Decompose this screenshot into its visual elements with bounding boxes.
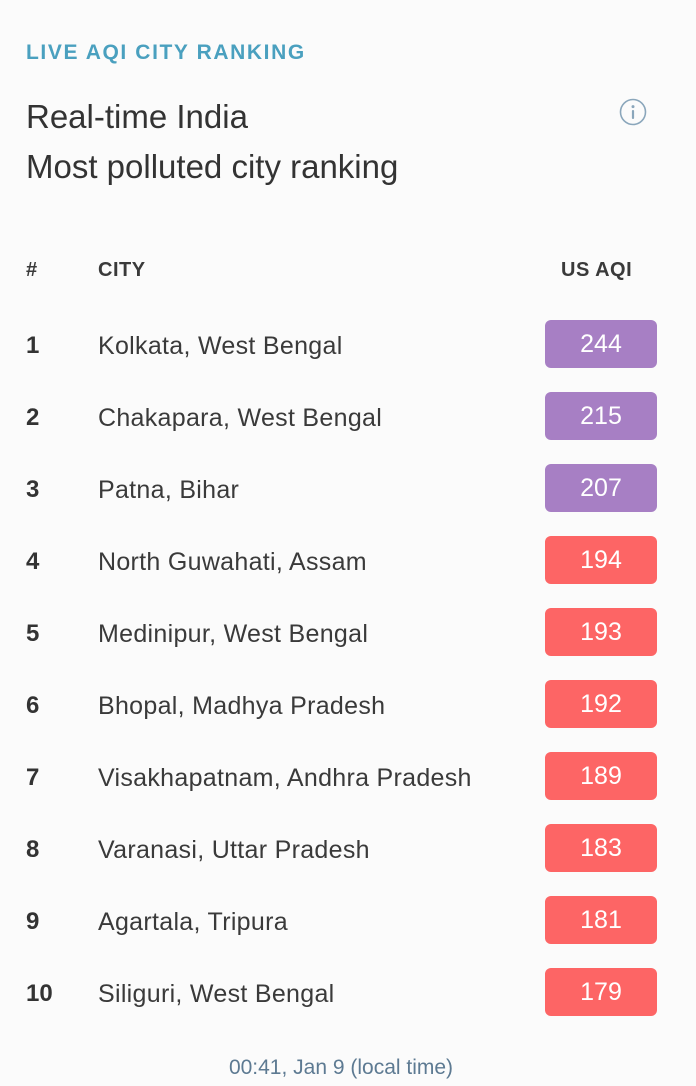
ranking-row[interactable]: 10 Siliguri, West Bengal 179 — [0, 958, 696, 1030]
rank-number: 6 — [26, 692, 40, 719]
ranking-row[interactable]: 3 Patna, Bihar 207 — [0, 454, 696, 526]
city-name: Chakapara, West Bengal — [98, 404, 383, 432]
title-line-2: Most polluted city ranking — [26, 148, 399, 185]
ranking-row[interactable]: 7 Visakhapatnam, Andhra Pradesh 189 — [0, 742, 696, 814]
city-name: Visakhapatnam, Andhra Pradesh — [98, 764, 472, 792]
info-circle-icon[interactable] — [619, 98, 647, 126]
aqi-badge: 244 — [545, 320, 657, 368]
city-name: Kolkata, West Bengal — [98, 332, 343, 360]
rank-number: 1 — [26, 332, 40, 359]
rank-number: 7 — [26, 764, 40, 791]
rank-number: 10 — [26, 980, 53, 1007]
ranking-row[interactable]: 1 Kolkata, West Bengal 244 — [0, 310, 696, 382]
column-header-us-aqi: US AQI — [561, 259, 633, 281]
city-name: Varanasi, Uttar Pradesh — [98, 836, 370, 864]
aqi-badge: 181 — [545, 896, 657, 944]
ranking-row[interactable]: 2 Chakapara, West Bengal 215 — [0, 382, 696, 454]
title-line-1: Real-time India — [26, 98, 248, 135]
section-label: LIVE AQI CITY RANKING — [26, 41, 306, 64]
rank-number: 3 — [26, 476, 40, 503]
aqi-badge: 215 — [545, 392, 657, 440]
ranking-list: 1 Kolkata, West Bengal 244 2 Chakapara, … — [0, 310, 696, 1030]
city-name: Patna, Bihar — [98, 476, 240, 504]
ranking-row[interactable]: 4 North Guwahati, Assam 194 — [0, 526, 696, 598]
city-name: North Guwahati, Assam — [98, 548, 367, 576]
aqi-badge: 183 — [545, 824, 657, 872]
aqi-badge: 192 — [545, 680, 657, 728]
ranking-row[interactable]: 8 Varanasi, Uttar Pradesh 183 — [0, 814, 696, 886]
local-time-footer: 00:41, Jan 9 (local time) — [228, 1056, 454, 1079]
rank-number: 9 — [26, 908, 40, 935]
city-name: Siliguri, West Bengal — [98, 980, 335, 1008]
column-header-rank: # — [26, 259, 38, 281]
ranking-row[interactable]: 6 Bhopal, Madhya Pradesh 192 — [0, 670, 696, 742]
aqi-badge: 193 — [545, 608, 657, 656]
city-name: Agartala, Tripura — [98, 908, 288, 936]
city-name: Medinipur, West Bengal — [98, 620, 369, 648]
rank-number: 4 — [26, 548, 40, 575]
column-header-city: CITY — [98, 259, 146, 281]
aqi-badge: 189 — [545, 752, 657, 800]
ranking-row[interactable]: 5 Medinipur, West Bengal 193 — [0, 598, 696, 670]
city-name: Bhopal, Madhya Pradesh — [98, 692, 386, 720]
aqi-badge: 194 — [545, 536, 657, 584]
rank-number: 2 — [26, 404, 40, 431]
ranking-row[interactable]: 9 Agartala, Tripura 181 — [0, 886, 696, 958]
aqi-badge: 207 — [545, 464, 657, 512]
rank-number: 8 — [26, 836, 40, 863]
aqi-badge: 179 — [545, 968, 657, 1016]
page-title: Real-time India Most polluted city ranki… — [26, 92, 398, 192]
rank-number: 5 — [26, 620, 40, 647]
